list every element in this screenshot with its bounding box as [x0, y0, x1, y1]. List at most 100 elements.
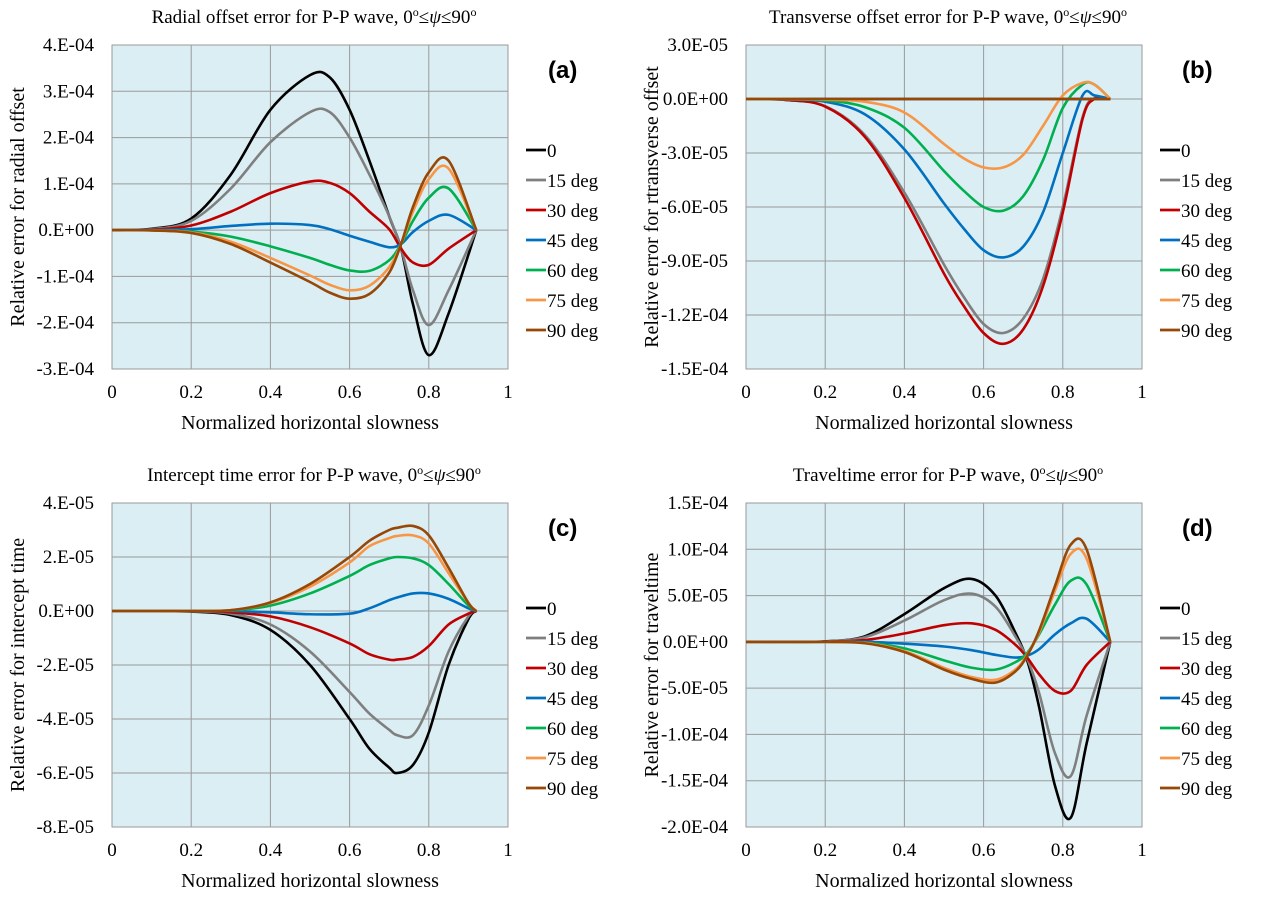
- legend-label: 0: [1181, 599, 1191, 620]
- y-axis-label: Relative error for rtransverse offset: [641, 66, 663, 348]
- y-axis-label: Relative error for intercept time: [7, 538, 29, 792]
- series-line-2: [745, 96, 1111, 346]
- y-tick-label: -9.0E-05: [661, 251, 728, 272]
- x-tick-label: 1: [503, 840, 513, 861]
- y-tick-label: 0.E+00: [38, 601, 94, 622]
- legend-label: 0: [547, 141, 557, 162]
- legend-label: 15 deg: [547, 629, 599, 650]
- series-line-6: [112, 524, 478, 613]
- y-tick-label: 3.E-04: [43, 81, 95, 102]
- x-tick-label: 0.4: [259, 840, 283, 861]
- legend-label: 30 deg: [1181, 659, 1233, 680]
- y-tick-label: 1.5E-04: [667, 493, 728, 514]
- legend-label: 60 deg: [547, 261, 599, 282]
- y-tick-label: 0.E+00: [38, 220, 94, 241]
- x-tick-label: 0.2: [813, 382, 837, 403]
- chart-panel-a: 0 0.2 0.4 0.6 0.8 1 4.E-04 3.E-04 2.E-04 1.E-04 0.…: [0, 0, 633, 458]
- legend-label: 60 deg: [1181, 719, 1233, 740]
- series-line-6: [111, 156, 478, 300]
- panel-letter: (a): [548, 57, 577, 84]
- legend-label: 90 deg: [547, 321, 599, 342]
- x-tick-label: 0.4: [259, 382, 283, 403]
- y-tick-label: -1.E-04: [36, 266, 94, 287]
- y-tick-label: -6.E-05: [36, 763, 94, 784]
- legend-label: 0: [547, 599, 557, 620]
- series-line-3: [745, 89, 1111, 259]
- x-tick-label: 0.2: [179, 382, 203, 403]
- x-tick-label: 1: [1137, 382, 1147, 403]
- legend-label: 45 deg: [1181, 231, 1233, 252]
- chart-title: Traveltime error for P-P wave, 0o≤ψ≤90o: [793, 463, 1103, 486]
- x-tick-label: 1: [503, 382, 513, 403]
- legend-label: 60 deg: [1181, 261, 1233, 282]
- legend-label: 90 deg: [547, 779, 599, 800]
- x-axis-label: Normalized horizontal slowness: [815, 870, 1073, 892]
- legend-label: 90 deg: [1181, 321, 1233, 342]
- x-tick-label: 0.2: [813, 840, 837, 861]
- y-tick-label: -5.0E-05: [661, 678, 728, 699]
- chart-svg: 0 0.2 0.4 0.6 0.8 1 4.E-04 3.E-04 2.E-04 1.E-04 0.…: [7, 5, 599, 434]
- y-tick-label: 2.E-05: [43, 547, 94, 568]
- chart-svg: 0 0.2 0.4 0.6 0.8 1 3.0E-05 0.0E+00 -3.0E-05 -6.0…: [641, 5, 1233, 434]
- chart-panel-c: 0 0.2 0.4 0.6 0.8 1 4.E-05 2.E-05 0.E+00 -2.E-05 -…: [0, 458, 633, 916]
- series-line-6: [746, 537, 1112, 685]
- x-tick-label: 0.8: [1051, 840, 1075, 861]
- x-tick-label: 0.6: [338, 382, 362, 403]
- series-line-0: [111, 70, 478, 357]
- y-tick-label: 0.0E+00: [663, 89, 728, 110]
- legend-label: 30 deg: [1181, 201, 1233, 222]
- x-tick-label: 0.6: [972, 840, 996, 861]
- chart-panel-b: 0 0.2 0.4 0.6 0.8 1 3.0E-05 0.0E+00 -3.0E-05 -6.0…: [634, 0, 1267, 458]
- chart-svg: 0 0.2 0.4 0.6 0.8 1 1.5E-04 1.0E-04 5.0E-05 0.0E+…: [641, 463, 1233, 892]
- y-tick-label: -3.E-04: [36, 359, 94, 380]
- x-tick-label: 0.8: [417, 382, 441, 403]
- x-axis-label: Normalized horizontal slowness: [181, 870, 439, 892]
- legend-label: 15 deg: [1181, 629, 1233, 650]
- chart-title: Radial offset error for P-P wave, 0o≤ψ≤9…: [152, 5, 477, 28]
- legend-label: 30 deg: [547, 659, 599, 680]
- legend-label: 45 deg: [1181, 689, 1233, 710]
- legend-label: 30 deg: [547, 201, 599, 222]
- y-tick-label: -1.0E-04: [661, 724, 729, 745]
- y-tick-label: 5.0E-05: [667, 586, 728, 607]
- legend-label: 15 deg: [1181, 171, 1233, 192]
- x-tick-label: 0: [741, 382, 751, 403]
- x-axis-label: Normalized horizontal slowness: [815, 412, 1073, 434]
- series-line-2: [111, 179, 478, 268]
- y-tick-label: 1.0E-04: [667, 539, 728, 560]
- panel-letter: (d): [1182, 515, 1213, 542]
- y-tick-label: -3.0E-05: [661, 143, 728, 164]
- y-tick-label: -6.0E-05: [661, 197, 728, 218]
- legend-label: 45 deg: [547, 231, 599, 252]
- chart-svg: 0 0.2 0.4 0.6 0.8 1 4.E-05 2.E-05 0.E+00 -2.E-05 -…: [7, 463, 599, 892]
- x-tick-label: 0.2: [179, 840, 203, 861]
- x-tick-label: 0: [107, 840, 117, 861]
- legend-label: 45 deg: [547, 689, 599, 710]
- y-axis-label: Relative error for traveltime: [641, 552, 663, 777]
- y-tick-label: -1.5E-04: [661, 359, 729, 380]
- panel-letter: (b): [1182, 57, 1213, 84]
- legend-label: 75 deg: [547, 291, 599, 312]
- chart-title: Transverse offset error for P-P wave, 0o…: [769, 5, 1127, 28]
- legend-label: 15 deg: [547, 171, 599, 192]
- y-tick-label: -1.2E-04: [661, 305, 729, 326]
- y-tick-label: 3.0E-05: [667, 35, 728, 56]
- x-tick-label: 0.6: [338, 840, 362, 861]
- legend-label: 60 deg: [547, 719, 599, 740]
- x-tick-label: 0.8: [1051, 382, 1075, 403]
- panel-letter: (c): [548, 515, 577, 542]
- y-tick-label: -2.E-05: [36, 655, 94, 676]
- x-tick-label: 1: [1137, 840, 1147, 861]
- x-axis-label: Normalized horizontal slowness: [181, 412, 439, 434]
- legend-label: 0: [1181, 141, 1191, 162]
- x-tick-label: 0.6: [972, 382, 996, 403]
- y-tick-label: 4.E-04: [43, 35, 95, 56]
- x-tick-label: 0.4: [893, 382, 917, 403]
- y-tick-label: 4.E-05: [43, 493, 94, 514]
- series-line-1: [111, 107, 478, 327]
- y-tick-label: -2.E-04: [36, 313, 94, 334]
- y-tick-label: -8.E-05: [36, 817, 94, 838]
- legend-label: 90 deg: [1181, 779, 1233, 800]
- x-tick-label: 0.4: [893, 840, 917, 861]
- x-tick-label: 0: [741, 840, 751, 861]
